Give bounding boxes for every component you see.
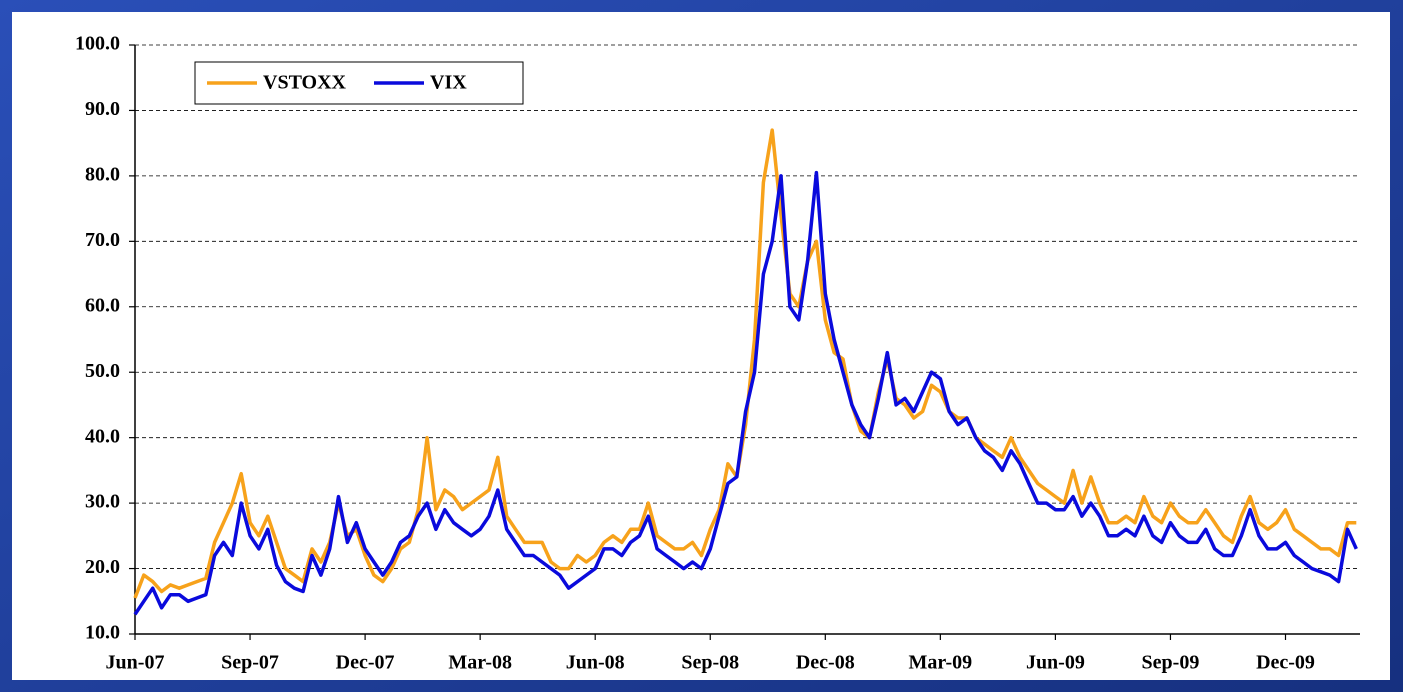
line-vix bbox=[133, 170, 1358, 616]
y-tick-label: 30.0 bbox=[85, 491, 120, 513]
x-tick-label: Sep-07 bbox=[221, 652, 279, 674]
x-tick-label: Mar-08 bbox=[448, 652, 512, 674]
y-tick-label: 100.0 bbox=[75, 33, 120, 55]
legend-label: VIX bbox=[430, 72, 467, 94]
x-tick-label: Jun-07 bbox=[106, 652, 165, 674]
x-tick-label: Dec-09 bbox=[1256, 652, 1315, 674]
x-tick-label: Jun-08 bbox=[566, 652, 625, 674]
x-tick-label: Jun-09 bbox=[1026, 652, 1085, 674]
y-tick-label: 60.0 bbox=[85, 294, 120, 316]
chart-panel bbox=[12, 12, 1390, 680]
x-tick-label: Dec-07 bbox=[336, 652, 395, 674]
x-tick-label: Sep-09 bbox=[1142, 652, 1200, 674]
x-tick-label: Mar-09 bbox=[909, 652, 973, 674]
y-tick-label: 40.0 bbox=[85, 425, 120, 447]
x-tick-label: Dec-08 bbox=[796, 652, 855, 674]
y-tick-label: 90.0 bbox=[85, 98, 120, 120]
y-tick-label: 10.0 bbox=[85, 622, 120, 644]
y-tick-label: 50.0 bbox=[85, 360, 120, 382]
y-tick-label: 20.0 bbox=[85, 556, 120, 578]
legend-label: VSTOXX bbox=[263, 72, 347, 94]
y-tick-label: 70.0 bbox=[85, 229, 120, 251]
x-tick-label: Sep-08 bbox=[681, 652, 739, 674]
y-tick-label: 80.0 bbox=[85, 163, 120, 185]
